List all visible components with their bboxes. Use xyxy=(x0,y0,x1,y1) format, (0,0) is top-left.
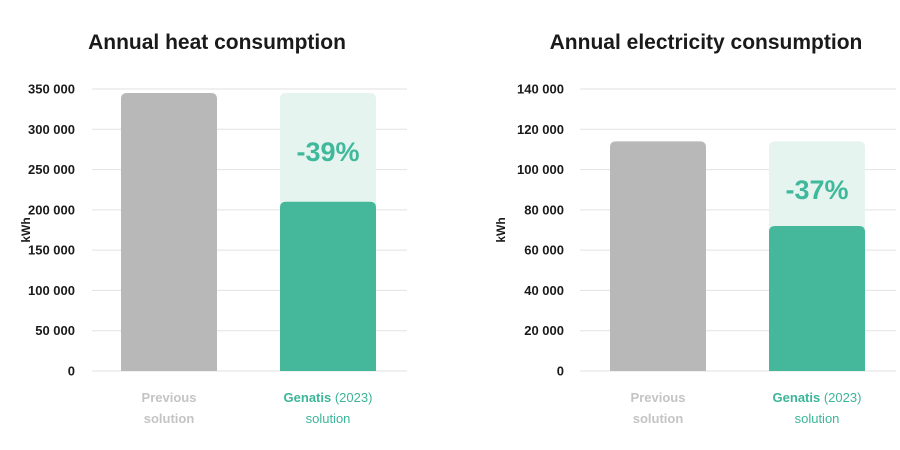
x-tick-label-genatis: Genatis (2023) xyxy=(284,390,373,405)
y-tick-label: 350 000 xyxy=(28,82,75,97)
bar-genatis-solution xyxy=(280,201,376,371)
electricity-chart: Annual electricity consumption 0 20 000 40 … xyxy=(494,31,896,426)
x-tick-label-genatis-line2: solution xyxy=(306,411,351,426)
bar-previous-solution xyxy=(610,141,706,371)
bar-previous-solution xyxy=(121,93,217,372)
bar-genatis-solution xyxy=(769,225,865,371)
x-tick-label-previous-line2: solution xyxy=(144,411,195,426)
y-tick-label: 50 000 xyxy=(35,323,75,338)
y-tick-label: 80 000 xyxy=(524,202,564,217)
y-tick-label: 40 000 xyxy=(524,283,564,298)
reduction-annotation: -39% xyxy=(296,137,359,167)
chart-title: Annual heat consumption xyxy=(88,31,346,54)
y-axis-label: kWh xyxy=(494,217,508,242)
x-tick-label-previous: Previous xyxy=(631,390,686,405)
x-tick-label-genatis: Genatis (2023) xyxy=(773,390,862,405)
x-tick-label-genatis-line2: solution xyxy=(795,411,840,426)
y-tick-label: 100 000 xyxy=(517,162,564,177)
x-tick-label-previous-line2: solution xyxy=(633,411,684,426)
y-tick-label: 20 000 xyxy=(524,323,564,338)
y-tick-label: 0 xyxy=(68,364,75,379)
y-tick-label: 0 xyxy=(557,364,564,379)
y-tick-label: 300 000 xyxy=(28,122,75,137)
y-tick-label: 120 000 xyxy=(517,122,564,137)
y-tick-label: 100 000 xyxy=(28,283,75,298)
heat-chart: Annual heat consumption 0 50 000 100 000 150… xyxy=(19,31,407,426)
y-tick-label: 140 000 xyxy=(517,82,564,97)
y-tick-label: 150 000 xyxy=(28,243,75,258)
y-tick-label: 200 000 xyxy=(28,202,75,217)
y-axis-label: kWh xyxy=(19,217,33,242)
y-tick-label: 60 000 xyxy=(524,243,564,258)
chart-title: Annual electricity consumption xyxy=(550,31,863,54)
y-tick-label: 250 000 xyxy=(28,162,75,177)
x-tick-label-previous: Previous xyxy=(142,390,197,405)
reduction-annotation: -37% xyxy=(785,175,848,205)
